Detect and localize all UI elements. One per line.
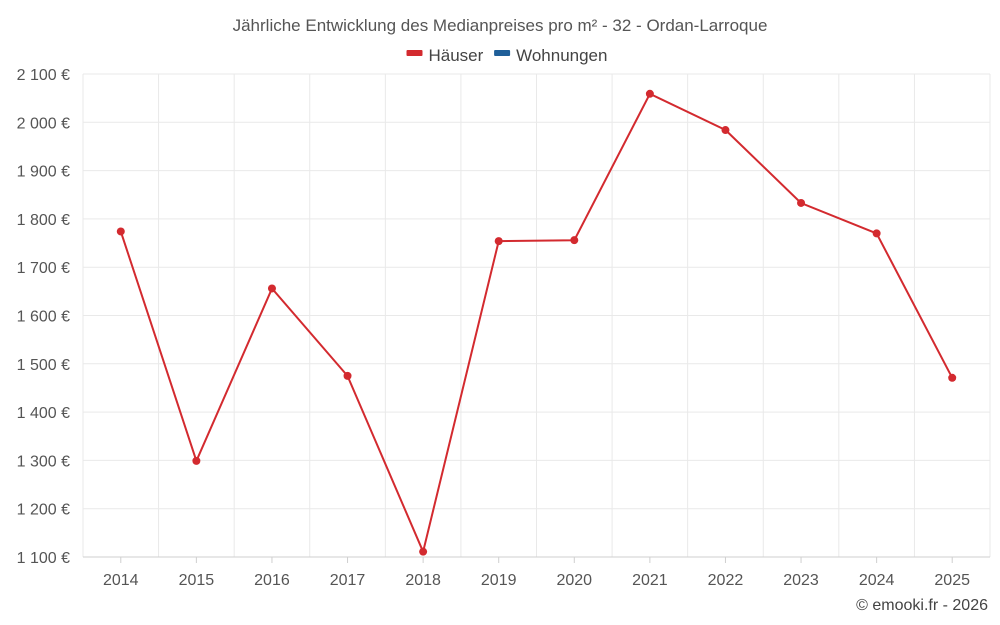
x-tick-label: 2025 [934, 572, 970, 589]
series [116, 89, 957, 556]
x-tick-label: 2018 [405, 572, 441, 589]
credit-label: © emooki.fr - 2026 [856, 597, 988, 614]
y-tick-label: 2 100 € [17, 67, 70, 84]
data-point-h-user[interactable] [116, 227, 125, 236]
data-point-h-user[interactable] [192, 456, 201, 465]
data-point-h-user[interactable] [570, 236, 579, 245]
y-tick-label: 1 400 € [17, 405, 70, 422]
grid [82, 73, 991, 558]
data-point-h-user[interactable] [419, 547, 428, 556]
data-point-h-user[interactable] [267, 284, 276, 293]
data-point-h-user[interactable] [494, 237, 503, 246]
data-point-h-user[interactable] [797, 198, 806, 207]
x-tick-label: 2019 [481, 572, 517, 589]
y-tick-label: 1 800 € [17, 212, 70, 229]
x-tick-label: 2016 [254, 572, 290, 589]
y-tick-label: 1 100 € [17, 550, 70, 567]
y-tick-label: 1 200 € [17, 502, 70, 519]
x-tick-label: 2024 [859, 572, 895, 589]
x-tick-label: 2021 [632, 572, 668, 589]
y-tick-label: 2 000 € [17, 115, 70, 132]
y-tick-label: 1 300 € [17, 453, 70, 470]
y-tick-label: 1 600 € [17, 309, 70, 326]
legend: Häuser Wohnungen [406, 46, 607, 65]
x-tick-label: 2015 [179, 572, 215, 589]
legend-label-h-user[interactable]: Häuser [429, 46, 484, 65]
legend-swatch-h-user [406, 50, 423, 56]
legend-swatch-wohnungen [494, 50, 511, 56]
y-tick-label: 1 900 € [17, 164, 70, 181]
data-point-h-user[interactable] [948, 373, 957, 382]
series-line-h-user [119, 92, 954, 555]
data-point-h-user[interactable] [721, 126, 730, 135]
data-point-h-user[interactable] [872, 229, 881, 238]
data-point-h-user[interactable] [645, 89, 654, 98]
x-tick-label: 2020 [556, 572, 592, 589]
x-tick-label: 2023 [783, 572, 819, 589]
x-tick-label: 2022 [708, 572, 744, 589]
x-tick-label: 2014 [103, 572, 139, 589]
chart-title: Jährliche Entwicklung des Medianpreises … [233, 16, 768, 35]
legend-label-wohnungen[interactable]: Wohnungen [516, 46, 607, 65]
axes: 2 100 € 2 000 € 1 900 € 1 800 € 1 700 € 1 600… [17, 67, 990, 589]
y-tick-label: 1 700 € [17, 260, 70, 277]
x-tick-label: 2017 [330, 572, 366, 589]
data-point-h-user[interactable] [343, 371, 352, 380]
y-tick-label: 1 500 € [17, 357, 70, 374]
